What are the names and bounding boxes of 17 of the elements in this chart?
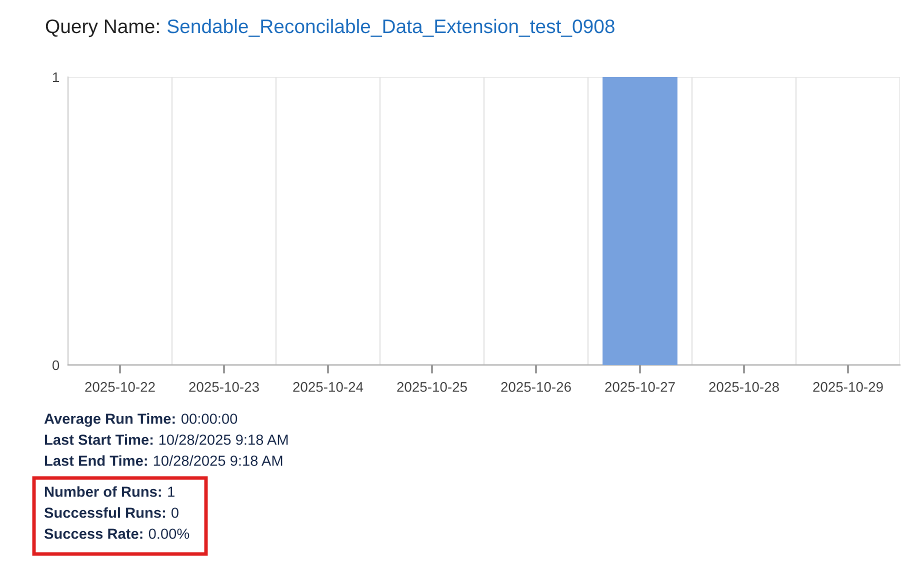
text: Success Rate: 0.00%	[44, 528, 190, 539]
x-tick-label: 2025-10-29	[813, 382, 883, 392]
x-tick-label: 2025-10-28	[709, 382, 779, 392]
text: Last End Time: 10/28/2025 9:18 AM	[44, 455, 282, 466]
x-tick-label: 2025-10-22	[85, 382, 155, 392]
text: Successful Runs: 0	[44, 507, 178, 518]
x-tick-label: 2025-10-27	[605, 382, 675, 392]
text: Average Run Time: 00:00:00	[44, 413, 238, 427]
x-tick-label: 2025-10-25	[397, 382, 467, 392]
x-tick-label: 2025-10-26	[501, 382, 571, 392]
y-tick-label: 1	[53, 72, 59, 82]
y-tick-label: 0	[52, 360, 60, 370]
text: Last Start Time: 10/28/2025 9:18 AM	[44, 434, 288, 445]
x-tick-label: 2025-10-23	[189, 382, 259, 392]
x-tick-label: 2025-10-24	[293, 382, 364, 392]
text: Number of Runs: 1	[44, 486, 174, 497]
chart-title: Query Name: Sendable_Reconcilable_Data_Extension_test_0908	[46, 18, 614, 38]
